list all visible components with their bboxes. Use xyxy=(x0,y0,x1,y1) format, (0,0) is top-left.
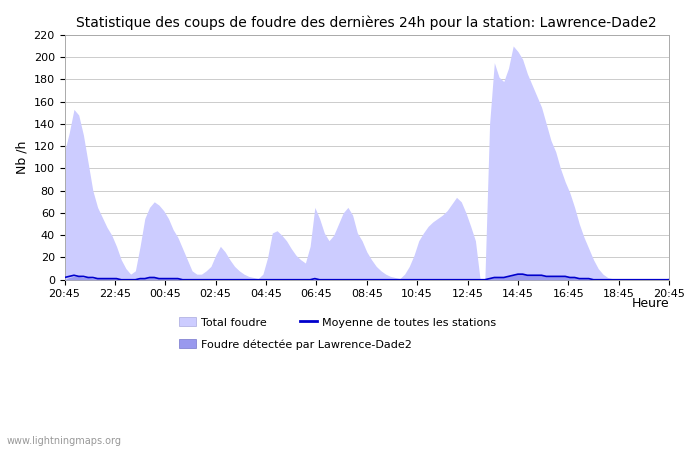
Moyenne de toutes les stations xyxy=(598,277,607,283)
Line: Moyenne de toutes les stations: Moyenne de toutes les stations xyxy=(64,274,669,280)
Moyenne de toutes les stations xyxy=(514,271,522,277)
Text: www.lightningmaps.org: www.lightningmaps.org xyxy=(7,436,122,446)
Moyenne de toutes les stations xyxy=(547,274,555,279)
Y-axis label: Nb /h: Nb /h xyxy=(15,140,28,174)
Moyenne de toutes les stations xyxy=(117,277,125,283)
Text: Heure: Heure xyxy=(631,297,669,310)
Moyenne de toutes les stations xyxy=(424,277,433,283)
Moyenne de toutes les stations xyxy=(60,275,69,280)
Moyenne de toutes les stations xyxy=(382,277,390,283)
Title: Statistique des coups de foudre des dernières 24h pour la station: Lawrence-Dade: Statistique des coups de foudre des dern… xyxy=(76,15,657,30)
Moyenne de toutes les stations xyxy=(89,275,97,280)
Moyenne de toutes les stations xyxy=(665,277,673,283)
Moyenne de toutes les stations xyxy=(230,277,239,283)
Legend: Foudre détectée par Lawrence-Dade2: Foudre détectée par Lawrence-Dade2 xyxy=(179,339,412,350)
